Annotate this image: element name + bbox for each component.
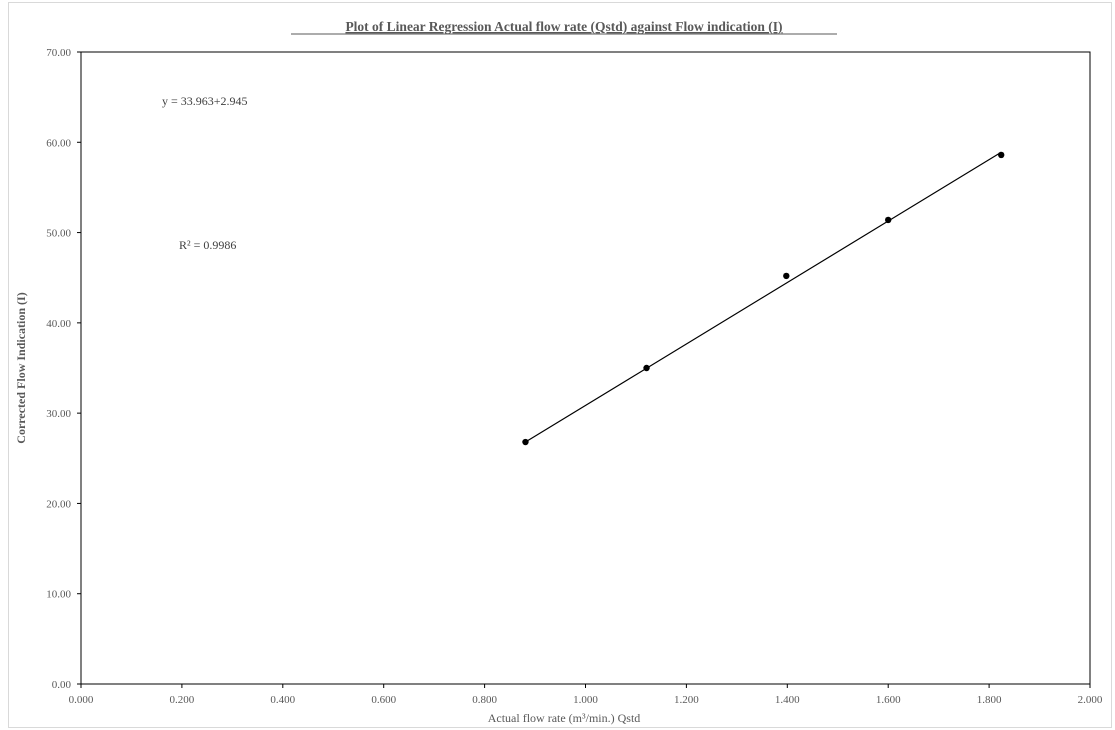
chart-frame — [8, 2, 1112, 728]
y-tick-label: 30.00 — [46, 408, 71, 420]
trendline-group — [525, 151, 1002, 443]
x-tick-label: 0.200 — [170, 694, 195, 706]
data-point — [783, 272, 790, 280]
chart-title: Plot of Linear Regression Actual flow ra… — [345, 19, 782, 34]
x-tick-label: 1.800 — [977, 694, 1002, 706]
data-point — [643, 364, 650, 372]
data-point — [522, 438, 529, 446]
y-tick-label: 20.00 — [46, 498, 71, 510]
x-tick-label: 2.000 — [1078, 694, 1103, 706]
y-tick-label: 40.00 — [46, 318, 71, 330]
y-tick-label: 70.00 — [46, 47, 71, 59]
y-axis-title: Corrected Flow Indication (I) — [14, 292, 28, 443]
trendline — [525, 151, 1002, 443]
data-points — [522, 151, 1005, 446]
x-tick-label: 0.000 — [69, 694, 94, 706]
x-tick-label: 0.800 — [472, 694, 497, 706]
y-tick-label: 60.00 — [46, 137, 71, 149]
x-tick-label: 1.200 — [674, 694, 699, 706]
r-squared-label: R² = 0.9986 — [179, 238, 236, 252]
x-tick-label: 1.600 — [876, 694, 901, 706]
x-axis-ticks: 0.000 0.200 0.400 0.600 0.800 1.000 1.200 1.400… — [69, 684, 1103, 706]
x-tick-label: 0.400 — [270, 694, 295, 706]
data-point — [885, 216, 892, 224]
plot-area — [80, 51, 1091, 685]
y-tick-label: 0.00 — [52, 679, 72, 691]
y-axis-ticks: 0.00 10.00 20.00 30.00 40.00 50.00 60.00 70.00 — [46, 47, 81, 691]
x-axis-title: Actual flow rate (m³/min.) Qstd — [488, 711, 641, 725]
y-tick-label: 50.00 — [46, 228, 71, 240]
x-tick-label: 1.400 — [775, 694, 800, 706]
regression-equation: y = 33.963+2.945 — [162, 94, 248, 108]
x-tick-label: 1.000 — [573, 694, 598, 706]
y-tick-label: 10.00 — [46, 589, 71, 601]
data-point — [998, 151, 1005, 159]
x-tick-label: 0.600 — [371, 694, 396, 706]
